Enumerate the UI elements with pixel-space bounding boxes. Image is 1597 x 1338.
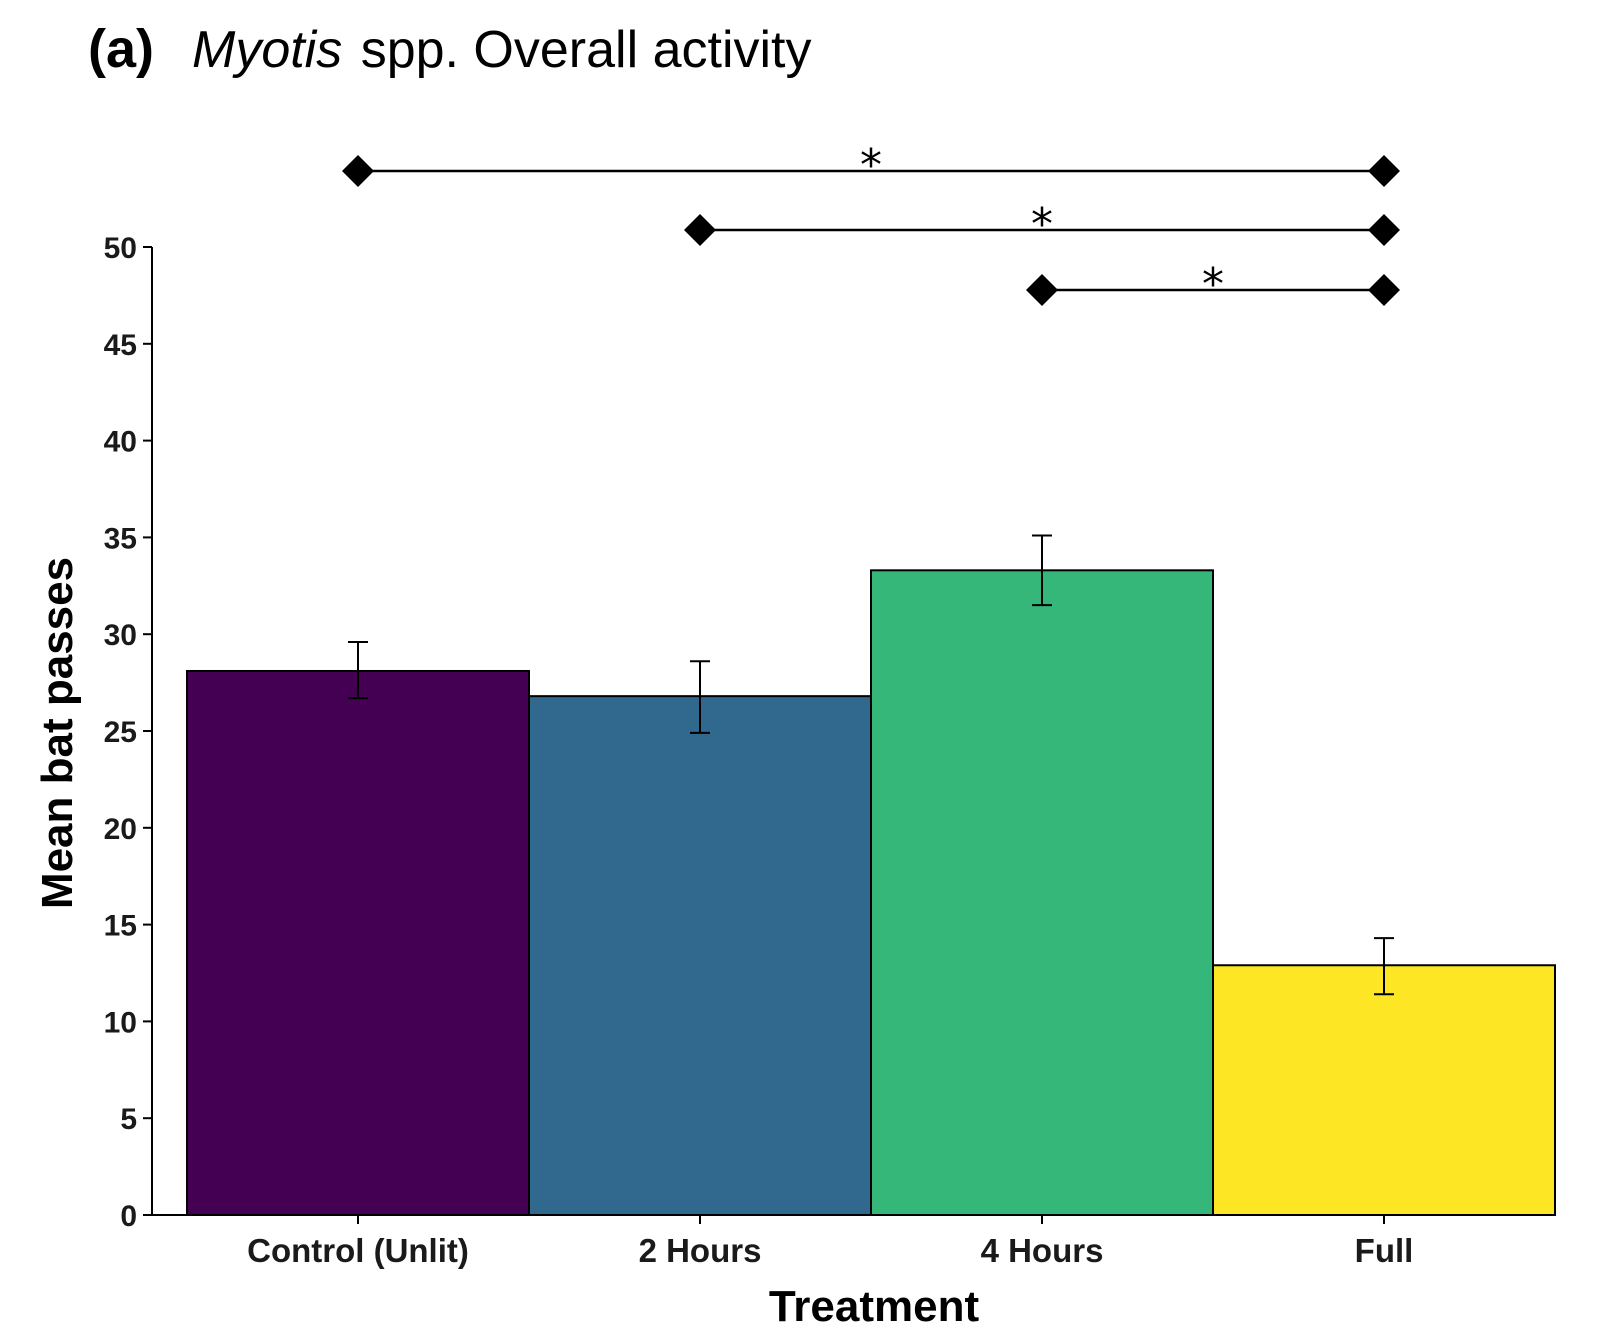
y-tick-label-20: 20 — [104, 813, 137, 846]
y-tick-label-0: 0 — [120, 1200, 137, 1233]
y-tick-label-25: 25 — [104, 716, 137, 749]
y-tick-label-40: 40 — [104, 426, 137, 459]
y-tick-label-5: 5 — [120, 1103, 137, 1136]
bar-1 — [528, 695, 872, 1216]
y-tick-label-10: 10 — [104, 1006, 137, 1039]
y-axis-title: Mean bat passes — [33, 557, 82, 909]
bar-3 — [1212, 964, 1556, 1216]
sig-diamond-start-1 — [684, 214, 716, 246]
sig-label-2: * — [1202, 259, 1224, 310]
y-tick-label-45: 45 — [104, 329, 137, 362]
axes: Control (Unlit) 2 Hours 4 Hours Full 0 5 10 15 2… — [104, 232, 1555, 1269]
y-tick-label-30: 30 — [104, 619, 137, 652]
sig-diamond-start-0 — [342, 155, 374, 187]
title-rest: spp. Overall activity — [346, 21, 811, 79]
sig-label-0: * — [860, 140, 882, 191]
title-genus: Myotis — [192, 21, 342, 79]
sig-diamond-end-1 — [1368, 214, 1400, 246]
bar-0 — [186, 669, 530, 1216]
y-tick-label-35: 35 — [104, 522, 137, 555]
sig-diamond-start-2 — [1026, 274, 1058, 306]
x-tick-label-2: 4 Hours — [981, 1232, 1104, 1269]
bar-2 — [870, 569, 1214, 1216]
sig-diamond-end-0 — [1368, 155, 1400, 187]
bars — [186, 569, 1556, 1216]
sig-diamond-end-2 — [1368, 274, 1400, 306]
significance-brackets: * * * — [342, 140, 1400, 310]
sig-label-1: * — [1031, 199, 1053, 250]
title-panel-label: (a) — [88, 19, 154, 79]
y-tick-label-15: 15 — [104, 910, 137, 943]
x-tick-label-1: 2 Hours — [639, 1232, 762, 1269]
x-tick-label-3: Full — [1355, 1232, 1414, 1269]
y-tick-label-50: 50 — [104, 232, 137, 265]
x-tick-label-0: Control (Unlit) — [247, 1232, 469, 1269]
chart-title: (a) Myotis spp. Overall activity — [88, 19, 812, 79]
error-bars — [348, 534, 1394, 996]
x-axis-title: Treatment — [769, 1282, 980, 1331]
